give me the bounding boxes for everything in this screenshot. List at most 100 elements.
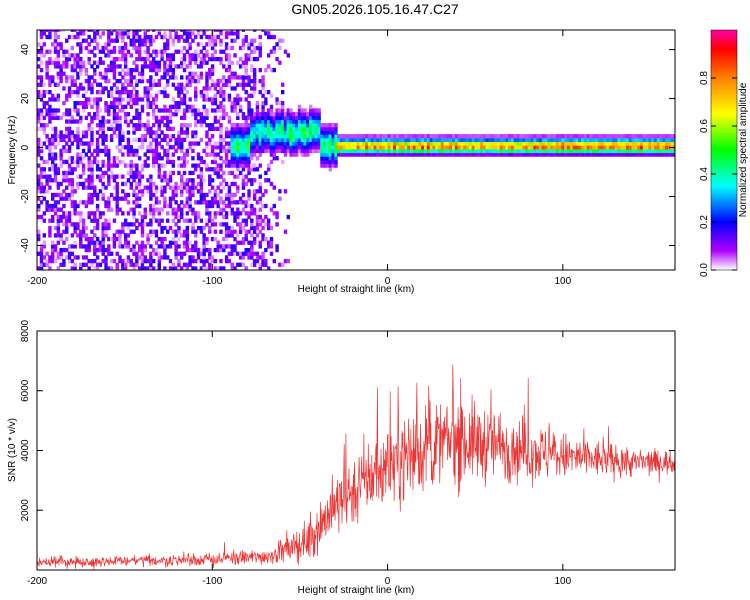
spectrogram-cell [233, 104, 237, 109]
spectrogram-cell [637, 141, 641, 146]
spectrogram-cell [84, 67, 89, 73]
spectrogram-cell [255, 225, 260, 231]
spectrogram-cell [168, 266, 173, 270]
spectrogram-cell [101, 115, 105, 120]
spectrogram-cell [146, 145, 150, 150]
spectrogram-cell [244, 203, 248, 209]
spectrogram-cell [123, 115, 128, 120]
spectrogram-cell [424, 137, 428, 143]
spectrogram-cell [505, 145, 509, 150]
spectrogram-cell [188, 123, 192, 128]
spectrogram-cell [104, 185, 108, 190]
spectrogram-cell [202, 247, 206, 253]
spectrogram-cell [188, 262, 192, 267]
spectrogram-cell [81, 130, 86, 135]
spectrogram-cell [205, 200, 209, 205]
spectrogram-cell [264, 236, 268, 242]
spectrogram-cell [166, 203, 170, 209]
spectrogram-cell [230, 200, 234, 205]
spectrogram-cell [269, 240, 274, 245]
spectrogram-cell [468, 148, 473, 154]
spectrogram-cell [151, 108, 156, 113]
spectrogram-cell [569, 141, 574, 146]
spectrogram-cell [208, 126, 212, 132]
spectrogram-cell [132, 266, 136, 270]
spectrogram-cell [143, 163, 147, 168]
spectrogram-cell [261, 82, 265, 87]
spectrogram-cell [51, 240, 55, 245]
spectrogram-cell [457, 134, 462, 139]
spectrogram-cell [292, 148, 296, 154]
spectrogram-cell [362, 148, 366, 154]
spectrogram-cell [530, 148, 534, 154]
spectrogram-cell [247, 130, 251, 135]
spectrogram-cell [213, 159, 218, 165]
spectrogram-cell [51, 93, 55, 98]
spectrogram-cell [412, 145, 417, 150]
spectrogram-cell [230, 156, 234, 161]
spectrogram-cell [126, 137, 131, 143]
spectrogram-cell [547, 148, 551, 154]
spectrogram-cell [188, 240, 192, 245]
spectrogram-cell [575, 134, 579, 139]
spectrogram-cell [553, 134, 557, 139]
spectrogram-cell [154, 229, 159, 234]
spectrogram-cell [51, 134, 55, 139]
spectrogram-cell [115, 101, 119, 106]
spectrogram-cell [98, 262, 103, 267]
spectrogram-cell [219, 134, 223, 139]
spectrogram-cell [135, 185, 139, 190]
spectrogram-cell [53, 174, 58, 179]
spectrogram-cell [488, 137, 492, 143]
spectrogram-cell [578, 152, 582, 157]
spectrogram-cell [471, 141, 476, 146]
spectrogram-cell [213, 115, 218, 120]
spectrogram-cell [76, 64, 80, 69]
spectrogram-cell [572, 152, 577, 157]
spectrogram-cell [443, 137, 448, 143]
spectrogram-cell [154, 53, 159, 58]
spectrogram-cell [625, 134, 630, 139]
spectrogram-cell [157, 207, 161, 212]
spectrogram-cell [151, 123, 156, 128]
spectrogram-cell [177, 86, 181, 91]
spectrogram-cell [123, 240, 128, 245]
spectrogram-cell [208, 56, 212, 62]
spectrogram-cell [567, 148, 571, 154]
spectrogram-cell [446, 148, 450, 154]
spectrogram-cell [328, 123, 333, 128]
spectrogram-cell [196, 30, 201, 32]
spectrogram-cell [208, 97, 212, 102]
spectrogram-cell [126, 255, 131, 260]
spectrogram-cell [62, 148, 66, 154]
spectrogram-cell [87, 181, 91, 187]
spectrogram-cell [222, 200, 226, 205]
spectrogram-cell [250, 233, 254, 238]
spectrogram-cell [272, 115, 276, 120]
spectrogram-cell [387, 148, 391, 154]
spectrogram-cell [140, 251, 145, 256]
spectrogram-cell [53, 178, 58, 183]
spectrogram-cell [118, 126, 122, 132]
spectrogram-cell [404, 145, 408, 150]
spectrogram-cell [39, 167, 44, 172]
spectrogram-cell [174, 137, 178, 143]
spectrogram-cell [56, 207, 61, 212]
spectrogram-cell [121, 56, 125, 62]
spectrogram-cell [216, 266, 220, 270]
spectrogram-cell [269, 123, 274, 128]
spectrogram-cell [180, 34, 184, 40]
spectrogram-cell [280, 104, 285, 109]
spectrogram-cell [143, 152, 147, 157]
spectrogram-cell [266, 167, 271, 172]
spectrogram-cell [227, 170, 232, 176]
spectrogram-cell [166, 42, 170, 47]
spectrogram-cell [233, 156, 237, 161]
spectrogram-cell [98, 90, 103, 95]
spectrogram-cell [56, 181, 61, 187]
spectrogram-cell [452, 137, 456, 143]
spectrogram-cell [620, 148, 624, 154]
spectrogram-cell [51, 255, 55, 260]
spectrogram-cell [90, 236, 94, 242]
spectrogram-cell [449, 141, 453, 146]
